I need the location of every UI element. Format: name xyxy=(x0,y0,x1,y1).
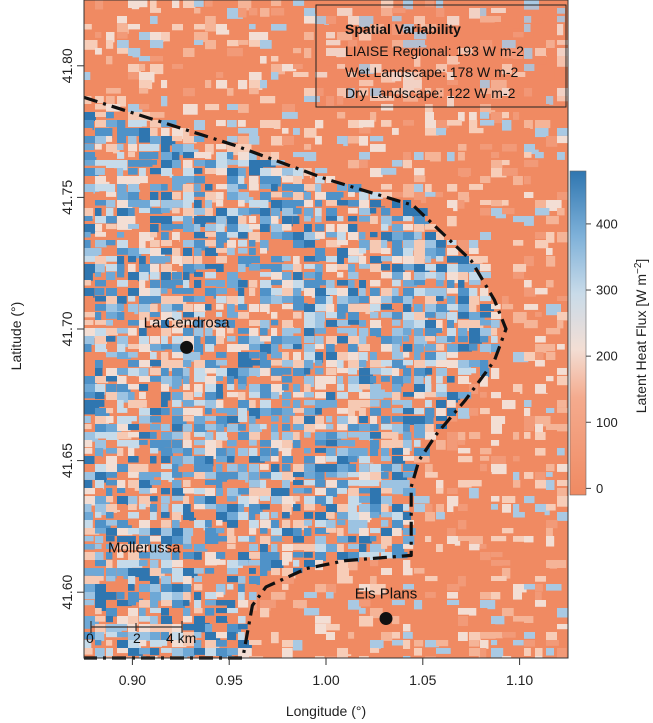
x-tick-label: 1.00 xyxy=(312,672,339,688)
colorbar-label: Latent Heat Flux [W m−2] xyxy=(633,259,649,414)
els-plans-marker xyxy=(379,612,393,625)
y-axis: 41.60 41.65 41.70 41.75 41.80 xyxy=(59,48,84,610)
els-plans-label: Els Plans xyxy=(355,586,418,603)
x-tick-label: 0.90 xyxy=(119,672,146,688)
x-tick-label: 0.95 xyxy=(216,672,243,688)
info-box-wet: Wet Landscape: 178 W m-2 xyxy=(345,64,518,80)
y-axis-label: Latitude (°) xyxy=(8,302,24,371)
colorbar-ticks: 0 100 200 300 400 xyxy=(586,216,618,496)
scale-tick-0: 0 xyxy=(86,630,94,646)
scale-bar: 0 2 4 km xyxy=(86,621,196,646)
x-tick-label: 1.05 xyxy=(409,672,436,688)
x-axis: 0.90 0.95 1.00 1.05 1.10 xyxy=(119,658,533,688)
y-tick-label: 41.80 xyxy=(59,48,75,83)
flux-raster xyxy=(84,0,568,658)
spatial-variability-legend: Spatial Variability LIAISE Regional: 193… xyxy=(315,4,567,108)
y-tick-label: 41.70 xyxy=(59,311,75,346)
irrigated-area-boundary xyxy=(83,95,508,660)
info-box-title: Spatial Variability xyxy=(345,21,461,37)
scale-tick-4km: 4 km xyxy=(166,630,196,646)
y-tick-label: 41.60 xyxy=(59,574,75,609)
colorbar-tick-label: 0 xyxy=(596,481,603,496)
info-box-dry: Dry Landscape: 122 W m-2 xyxy=(345,85,516,101)
info-box-background xyxy=(315,4,567,108)
la-cendrosa-marker xyxy=(180,340,194,354)
colorbar-gradient xyxy=(569,170,587,496)
raster-cells xyxy=(84,0,568,658)
scale-tick-2: 2 xyxy=(133,630,141,646)
colorbar-tick-label: 400 xyxy=(596,216,618,231)
colorbar-tick-label: 200 xyxy=(596,349,618,364)
y-tick-label: 41.65 xyxy=(59,443,75,478)
place-markers: La Cendrosa Els Plans Mollerussa xyxy=(108,314,417,625)
info-box-regional: LIAISE Regional: 193 W m-2 xyxy=(345,43,524,59)
mollerussa-label: Mollerussa xyxy=(108,540,181,557)
x-tick-label: 1.10 xyxy=(506,672,533,688)
y-tick-label: 41.75 xyxy=(59,180,75,215)
colorbar-tick-label: 300 xyxy=(596,283,618,298)
x-axis-label: Longitude (°) xyxy=(286,703,366,719)
colorbar: 0 100 200 300 400 Latent Heat Flux [W m−2] xyxy=(569,170,649,496)
colorbar-tick-label: 100 xyxy=(596,415,618,430)
la-cendrosa-label: La Cendrosa xyxy=(144,314,231,331)
